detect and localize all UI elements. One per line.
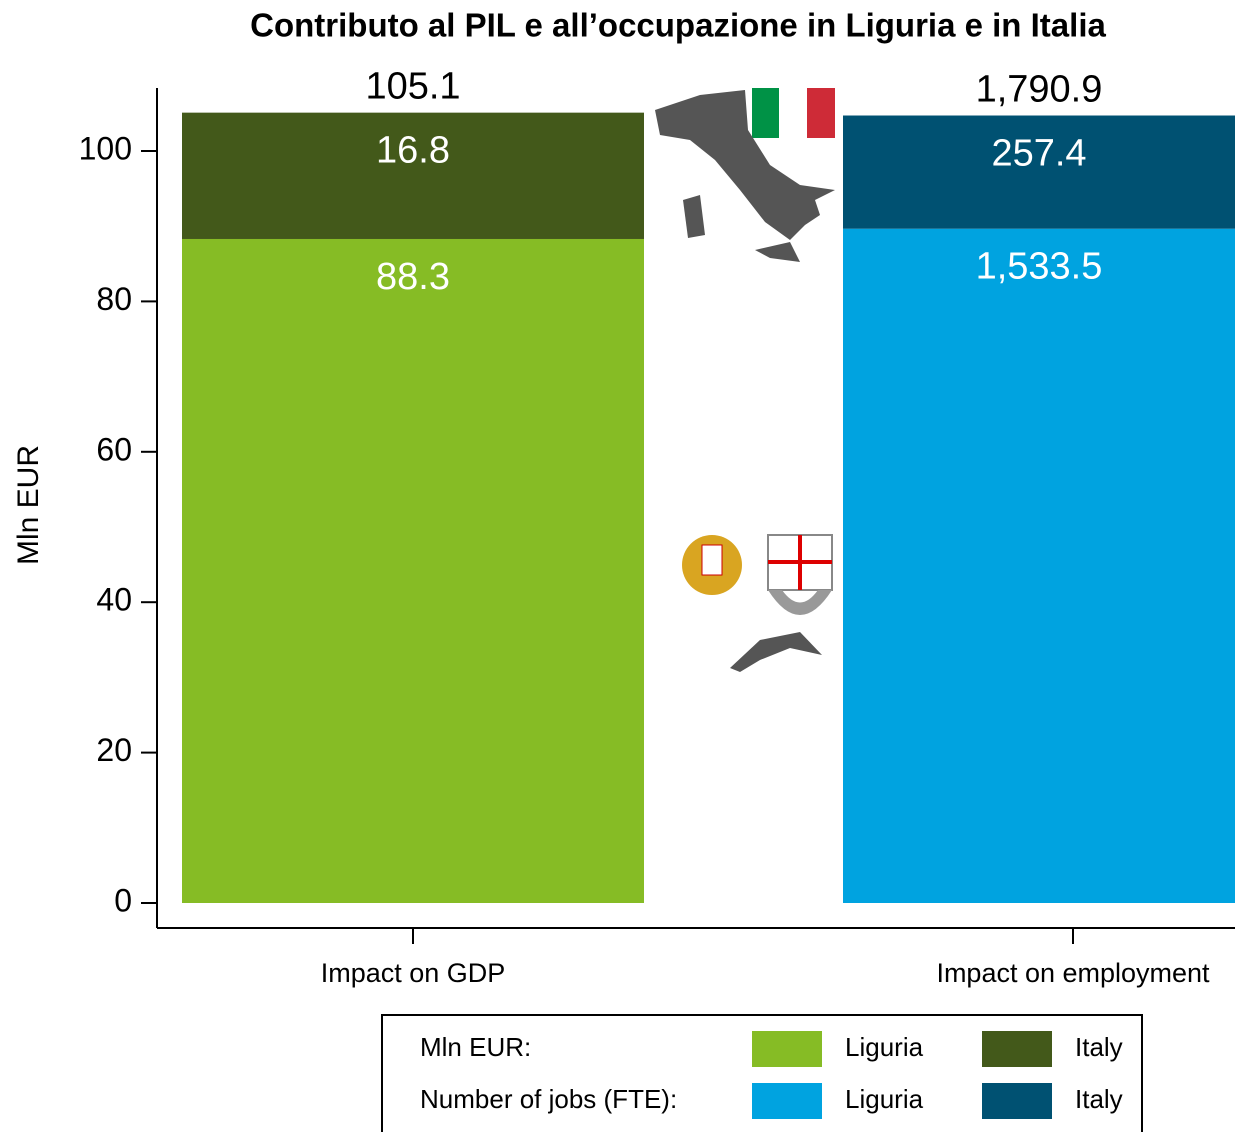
data-label: 1,533.5 — [976, 246, 1103, 288]
y-axis-label: Mln EUR — [12, 445, 45, 565]
y-tick-label: 100 — [79, 130, 132, 166]
legend-label: Italy — [1075, 1032, 1123, 1062]
legend-label: Liguria — [845, 1032, 924, 1062]
bar-segment — [843, 228, 1235, 903]
legend-swatch — [752, 1031, 822, 1067]
y-tick-label: 20 — [96, 732, 132, 768]
y-tick-label: 40 — [96, 582, 132, 618]
legend-group-label: Mln EUR: — [420, 1032, 531, 1062]
legend-swatch — [982, 1031, 1052, 1067]
data-label: 257.4 — [991, 133, 1086, 175]
italy-map — [655, 88, 835, 262]
x-tick-label: Impact on GDP — [321, 958, 506, 988]
legend-swatch — [982, 1083, 1052, 1119]
legend-box — [381, 1014, 1143, 1132]
y-tick-label: 80 — [96, 281, 132, 317]
liguria-emblems — [682, 534, 833, 672]
total-label: 105.1 — [365, 66, 460, 108]
legend-label: Italy — [1075, 1084, 1123, 1114]
y-tick-label: 60 — [96, 431, 132, 467]
bar-segment — [182, 112, 644, 239]
bar-segment — [182, 238, 644, 903]
y-tick-label: 0 — [114, 882, 132, 918]
total-label: 1,790.9 — [976, 69, 1103, 111]
legend-swatch — [752, 1083, 822, 1119]
x-tick-label: Impact on employment — [936, 958, 1210, 988]
bar-segment — [843, 115, 1235, 229]
data-label: 88.3 — [376, 256, 450, 298]
legend-label: Liguria — [845, 1084, 924, 1114]
chart-title: Contributo al PIL e all’occupazione in L… — [250, 7, 1106, 44]
legend-group-label: Number of jobs (FTE): — [420, 1084, 677, 1114]
data-label: 16.8 — [376, 130, 450, 172]
